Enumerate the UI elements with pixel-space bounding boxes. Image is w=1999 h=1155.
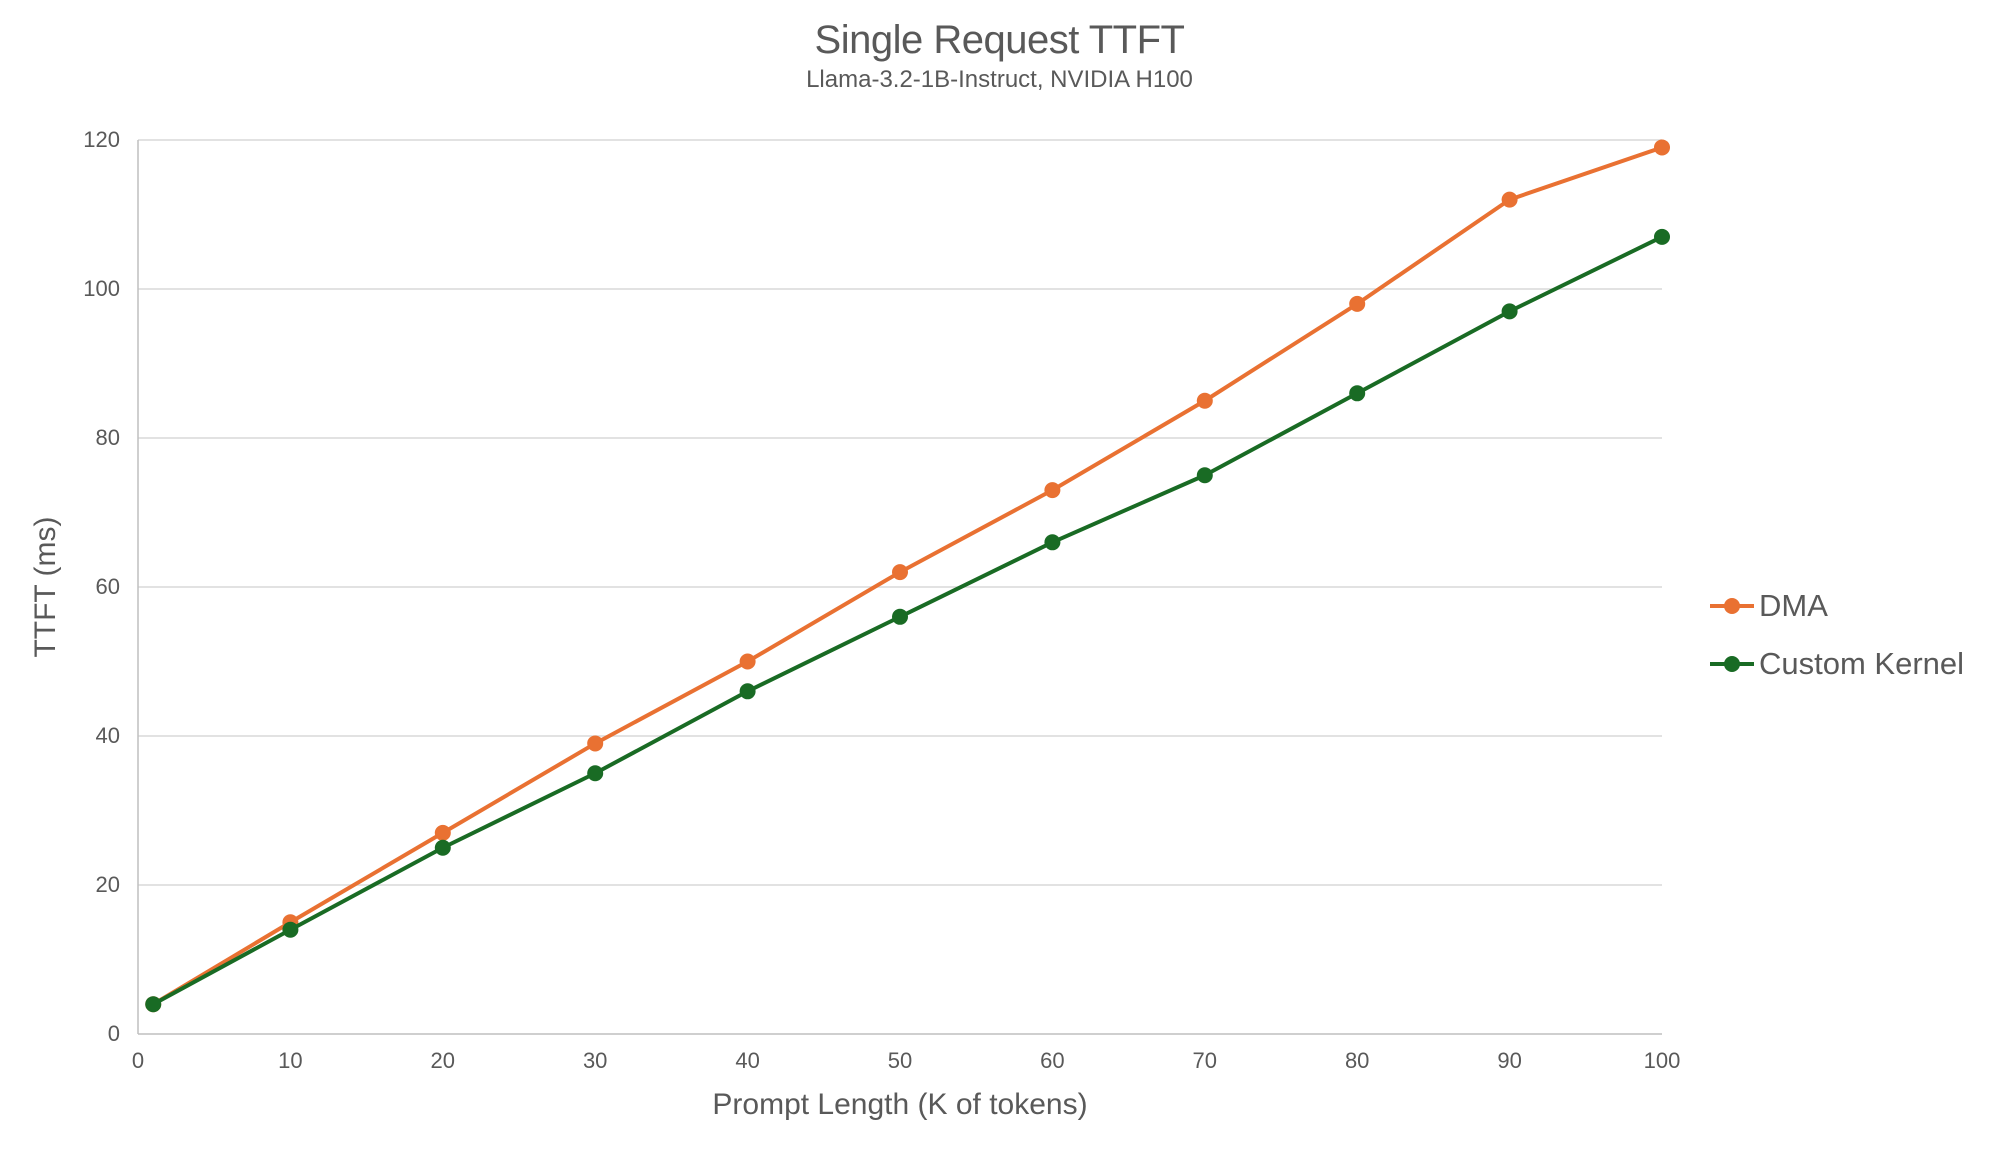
series-line-dma: [151, 145, 1664, 1007]
x-tick-label-60: 60: [1040, 1048, 1065, 1073]
x-tick-label-30: 30: [582, 1048, 608, 1073]
data-point-dma-70: [1196, 392, 1213, 409]
data-point-custom-kernel-90: [1501, 303, 1518, 320]
data-point-custom-kernel-1: [145, 996, 162, 1013]
data-point-custom-kernel-70: [1196, 467, 1213, 484]
x-axis-title: Prompt Length (K of tokens): [712, 1088, 1088, 1121]
x-tick-label-100: 100: [1643, 1048, 1681, 1073]
chart-title: Single Request TTFT: [814, 18, 1185, 62]
x-tick-label-20: 20: [430, 1048, 456, 1073]
data-point-dma-90: [1501, 191, 1518, 208]
legend: DMA Custom Kernel: [1710, 577, 1964, 693]
y-tick-label-120: 120: [83, 127, 120, 152]
x-tick-label-10: 10: [278, 1048, 303, 1073]
data-point-dma-30: [587, 735, 604, 752]
legend-marker-custom-kernel-icon: [1710, 656, 1754, 672]
y-tick-label-100: 100: [83, 276, 120, 301]
y-axis-title: TTFT (ms): [29, 516, 62, 658]
data-point-custom-kernel-10: [282, 921, 299, 938]
data-point-custom-kernel-80: [1349, 385, 1366, 402]
y-tick-label-60: 60: [95, 574, 120, 599]
x-tick-label-70: 70: [1192, 1048, 1218, 1073]
y-tick-label-80: 80: [95, 425, 120, 450]
data-point-custom-kernel-50: [892, 608, 908, 625]
data-point-dma-80: [1349, 295, 1366, 312]
x-tick-label-40: 40: [735, 1048, 760, 1073]
data-point-dma-100: [1654, 139, 1670, 156]
data-point-dma-50: [892, 564, 908, 581]
x-tick-label-90: 90: [1497, 1048, 1522, 1073]
x-tick-label-0: 0: [131, 1048, 145, 1073]
legend-label-custom-kernel: Custom Kernel: [1759, 646, 1965, 681]
data-point-custom-kernel-20: [434, 839, 451, 856]
data-point-dma-40: [739, 653, 756, 670]
data-point-dma-20: [434, 824, 451, 841]
legend-marker-dma-icon: [1710, 598, 1754, 614]
data-point-dma-60: [1044, 482, 1061, 499]
x-tick-label-80: 80: [1344, 1048, 1370, 1073]
legend-item-dma: DMA: [1710, 577, 1964, 635]
data-point-custom-kernel-100: [1654, 228, 1670, 245]
legend-item-custom-kernel: Custom Kernel: [1710, 635, 1964, 693]
y-tick-label-0: 0: [107, 1021, 120, 1046]
y-tick-label-40: 40: [95, 723, 120, 748]
x-tick-label-50: 50: [887, 1048, 913, 1073]
data-point-custom-kernel-60: [1044, 534, 1061, 551]
chart-subtitle: Llama-3.2-1B-Instruct, NVIDIA H100: [806, 66, 1193, 93]
data-point-custom-kernel-30: [587, 765, 604, 782]
series-line-custom-kernel: [151, 234, 1664, 1007]
y-tick-label-20: 20: [95, 872, 120, 897]
data-point-custom-kernel-40: [739, 683, 756, 700]
legend-label-dma: DMA: [1759, 588, 1828, 623]
